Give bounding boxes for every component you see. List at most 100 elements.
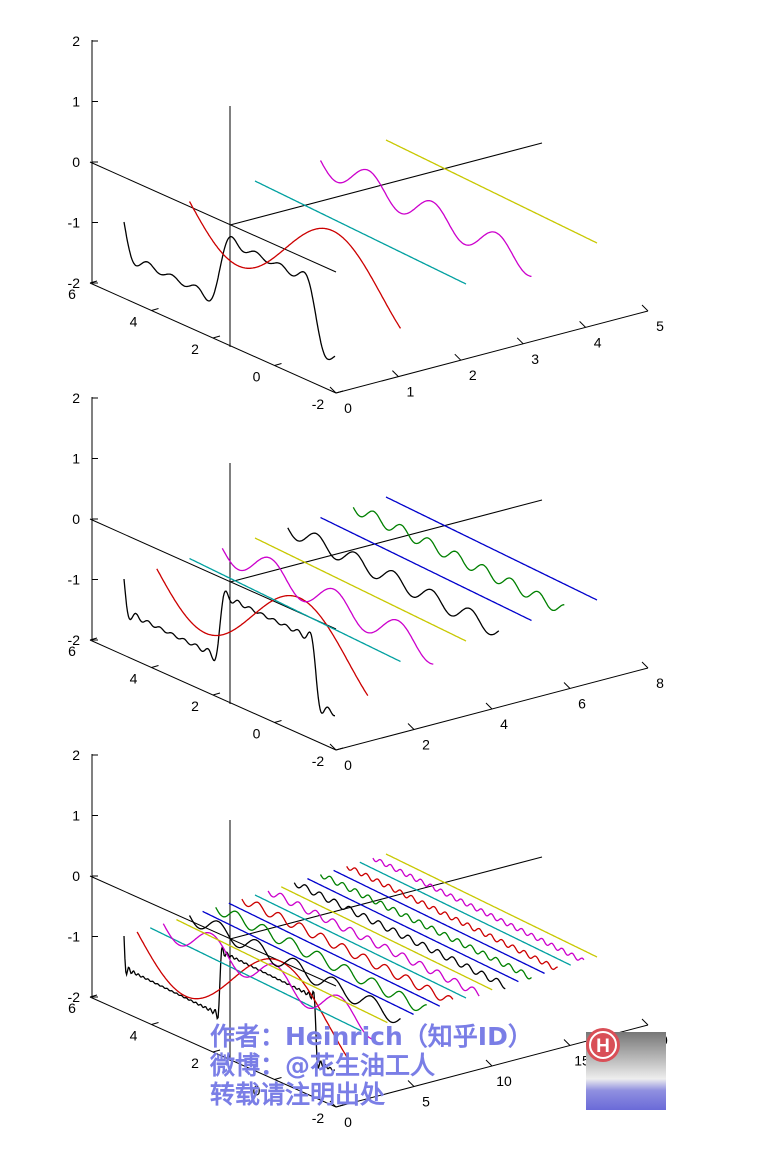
x-tick-mark bbox=[407, 1080, 415, 1087]
y-tick-label: 2 bbox=[191, 698, 199, 714]
x-tick-mark bbox=[329, 1100, 337, 1108]
watermark: 作者：Heinrich（知乎ID） 微博：@花生油工人 转载请注明出处 bbox=[210, 1022, 533, 1109]
y-tick-label: 6 bbox=[68, 286, 76, 302]
z-tick-label: 2 bbox=[72, 33, 80, 49]
z-tick-label: 1 bbox=[72, 808, 80, 824]
y-tick-label: 0 bbox=[253, 1083, 261, 1099]
harmonic-curve-7 bbox=[352, 506, 565, 612]
z-tick-label: -2 bbox=[68, 275, 81, 291]
y-tick-label: 6 bbox=[68, 643, 76, 659]
x-tick-label: 6 bbox=[578, 696, 586, 712]
harmonic-curve-18 bbox=[359, 861, 572, 966]
harmonic-curve-20 bbox=[385, 853, 598, 958]
x-axis bbox=[335, 310, 649, 394]
z-tick-label: 1 bbox=[72, 451, 80, 467]
z-tick-label: 2 bbox=[72, 390, 80, 406]
y-tick-label: 0 bbox=[253, 369, 261, 385]
harmonic-curve-17 bbox=[346, 865, 558, 971]
y-tick-label: 6 bbox=[68, 1000, 76, 1016]
z-tick-label: -1 bbox=[68, 215, 81, 231]
z-tick-label: -1 bbox=[68, 572, 81, 588]
y-tick-mark bbox=[274, 720, 282, 723]
harmonic-curve-14 bbox=[307, 878, 519, 983]
y-tick-label: 4 bbox=[130, 671, 138, 687]
y-tick-mark bbox=[151, 308, 159, 311]
harmonic-curve-10 bbox=[254, 894, 467, 999]
y-tick-label: -2 bbox=[312, 1110, 325, 1126]
harmonic-curve-3 bbox=[221, 547, 434, 665]
harmonic-curve-12 bbox=[280, 886, 493, 991]
x-tick-label: 0 bbox=[344, 757, 352, 773]
x-tick-mark bbox=[641, 304, 649, 312]
z-tick-label: 0 bbox=[72, 868, 80, 884]
y-tick-mark bbox=[89, 994, 98, 998]
x-tick-mark bbox=[407, 723, 415, 730]
y-tick-mark bbox=[274, 363, 282, 366]
y-tick-mark bbox=[151, 1022, 159, 1025]
x-tick-mark bbox=[516, 337, 524, 345]
y-tick-label: 4 bbox=[130, 1028, 138, 1044]
harmonic-curve-15 bbox=[319, 874, 532, 980]
y-tick-mark bbox=[274, 1077, 282, 1080]
x-tick-mark bbox=[641, 1018, 649, 1026]
z-tick-label: -2 bbox=[68, 989, 81, 1005]
y-tick-label: -2 bbox=[312, 396, 325, 412]
x-tick-mark bbox=[392, 370, 399, 377]
z-tick-label: 2 bbox=[72, 747, 80, 763]
harmonic-curve-9 bbox=[241, 898, 454, 1001]
x-tick-label: 2 bbox=[422, 737, 430, 753]
harmonic-curve-4 bbox=[176, 919, 388, 1024]
x-tick-label: 5 bbox=[422, 1094, 430, 1110]
x-tick-label: 0 bbox=[344, 400, 352, 416]
z-tick-label: 0 bbox=[72, 511, 80, 527]
panel-2-harmonics: -2 -1 0 1 2 -2 0 2 4 6 0 2 4 6 8 bbox=[68, 390, 665, 773]
y-tick-label: -2 bbox=[312, 753, 325, 769]
x-tick-label: 4 bbox=[594, 334, 602, 350]
sum-curve bbox=[123, 935, 336, 1072]
harmonic-curve-4 bbox=[385, 139, 598, 244]
z-tick-label: 1 bbox=[72, 94, 80, 110]
harmonic-curve-11 bbox=[267, 890, 480, 997]
watermark-author: 作者：Heinrich（知乎ID） bbox=[210, 1022, 533, 1051]
harmonic-curve-19 bbox=[372, 857, 585, 961]
y-tick-label: 0 bbox=[253, 726, 261, 742]
sum-curve bbox=[123, 221, 336, 361]
x-tick-mark bbox=[563, 682, 571, 689]
time-axis-line bbox=[89, 161, 337, 273]
x-tick-mark bbox=[485, 1059, 493, 1067]
y-tick-label: 2 bbox=[191, 341, 199, 357]
harmonic-curve-5 bbox=[287, 527, 500, 636]
watermark-notice: 转载请注明出处 bbox=[210, 1080, 386, 1109]
x-tick-label: 10 bbox=[496, 1073, 512, 1089]
y-tick-mark bbox=[212, 1049, 221, 1053]
y-tick-mark bbox=[151, 665, 159, 668]
x-tick-mark bbox=[329, 743, 337, 751]
harmonic-curve-5 bbox=[188, 915, 401, 1024]
z-tick-label: -2 bbox=[68, 632, 81, 648]
harmonic-curve-6 bbox=[320, 516, 532, 622]
harmonic-curve-8 bbox=[228, 902, 441, 1007]
harmonic-curve-6 bbox=[202, 910, 414, 1015]
panel-1-harmonics: -2 -1 0 1 2 -2 0 2 4 6 0 1 2 3 4 5 bbox=[68, 33, 665, 416]
x-tick-label: 8 bbox=[656, 675, 664, 691]
x-tick-label: 2 bbox=[469, 367, 477, 383]
logo-icon: H bbox=[586, 1028, 666, 1110]
y-tick-mark bbox=[89, 280, 98, 284]
frequency-axis-line bbox=[229, 142, 543, 226]
harmonic-curve-1 bbox=[156, 568, 369, 696]
frequency-axis-line bbox=[229, 499, 543, 583]
harmonic-curve-2 bbox=[254, 180, 467, 285]
frequency-axis-line bbox=[229, 856, 543, 940]
x-tick-mark bbox=[563, 1039, 571, 1046]
x-tick-mark bbox=[641, 661, 649, 669]
z-tick-label: 0 bbox=[72, 154, 80, 170]
x-tick-label: 3 bbox=[531, 351, 539, 367]
x-tick-label: 1 bbox=[407, 384, 415, 400]
watermark-weibo: 微博：@花生油工人 bbox=[210, 1051, 436, 1080]
y-tick-mark bbox=[212, 335, 221, 339]
harmonic-curve-1 bbox=[136, 931, 349, 1060]
x-tick-mark bbox=[579, 321, 586, 328]
y-tick-label: 4 bbox=[130, 314, 138, 330]
